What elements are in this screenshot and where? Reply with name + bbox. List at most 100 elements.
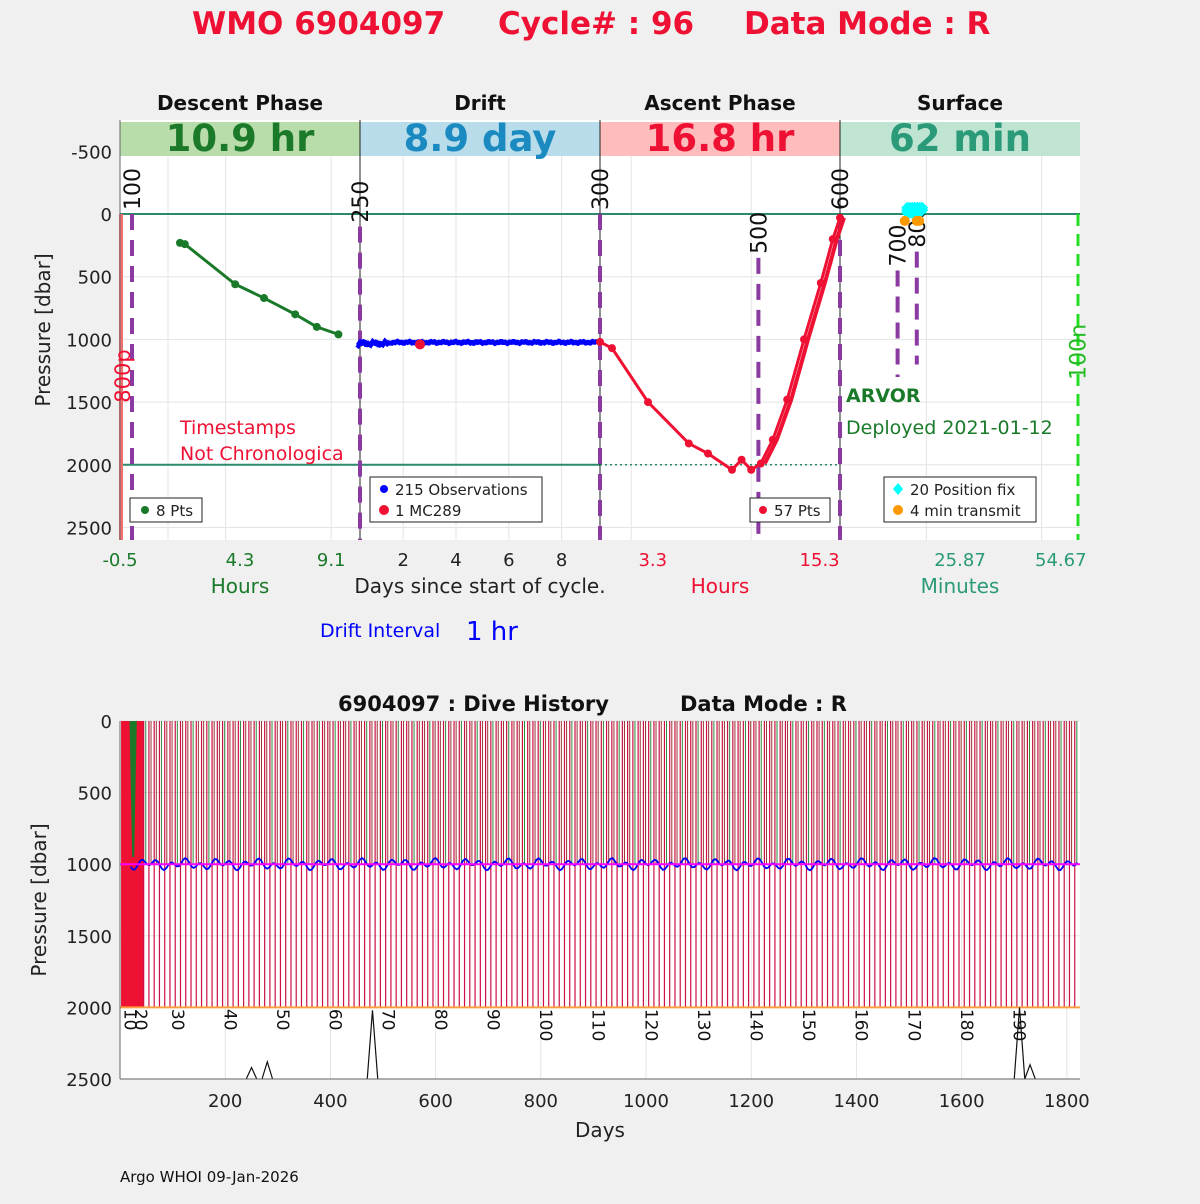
transmit-point bbox=[914, 215, 925, 226]
drift-interval-value: 1 hr bbox=[466, 617, 518, 647]
position-fix-point bbox=[913, 204, 926, 217]
grounding-spike bbox=[1024, 1062, 1036, 1080]
y-tick-label: 0 bbox=[101, 205, 112, 226]
phase-band bbox=[120, 122, 360, 156]
cycle-label: 60 bbox=[325, 1009, 345, 1031]
descent-point bbox=[312, 322, 321, 331]
cycle-label: 30 bbox=[167, 1009, 187, 1031]
cycle-label: 40 bbox=[219, 1009, 239, 1031]
legend-mc289-symbol bbox=[379, 505, 389, 515]
phase-title: Ascent Phase bbox=[644, 91, 795, 115]
legend-ascent-symbol bbox=[759, 506, 767, 514]
y-tick-label: 0 bbox=[101, 712, 112, 733]
cycle-label: 170 bbox=[903, 1009, 923, 1041]
cycle-y-axis-label: Pressure [dbar] bbox=[31, 253, 55, 406]
cycle-label: 90 bbox=[482, 1009, 502, 1031]
descent-point bbox=[291, 310, 300, 319]
title-cycle: Cycle# : 96 bbox=[498, 6, 694, 42]
grounding-spike bbox=[261, 1059, 274, 1080]
x-tick-label: 4 bbox=[450, 550, 461, 571]
descent-point bbox=[334, 330, 343, 339]
x-tick-label: 15.3 bbox=[800, 550, 840, 571]
mc289-point bbox=[415, 339, 425, 350]
phase-title: Surface bbox=[917, 91, 1003, 115]
figure-title: WMO 6904097 Cycle# : 96 Data Mode : R bbox=[192, 6, 991, 42]
ascent-line-thick bbox=[763, 217, 846, 465]
ascent-point bbox=[728, 465, 736, 474]
title-wmo: WMO 6904097 bbox=[192, 6, 445, 42]
phase-title: Drift bbox=[454, 91, 506, 115]
dive-history-title: 6904097 : Dive History bbox=[338, 692, 609, 716]
cycle-label: 180 bbox=[956, 1009, 976, 1041]
x-tick-label: 1000 bbox=[623, 1091, 669, 1112]
x-axis-label: Hours bbox=[691, 574, 750, 598]
ascent-point bbox=[756, 459, 765, 468]
phase-duration: 8.9 day bbox=[404, 117, 557, 160]
drift-line bbox=[355, 337, 598, 350]
drift-history-line bbox=[129, 856, 1079, 872]
cycle-label: 80 bbox=[430, 1009, 450, 1031]
x-tick-label: 25.87 bbox=[934, 550, 986, 571]
ascent-point bbox=[596, 337, 604, 346]
x-tick-label: 1200 bbox=[728, 1091, 774, 1112]
x-tick-label: 1800 bbox=[1044, 1091, 1090, 1112]
x-tick-label: 1400 bbox=[834, 1091, 880, 1112]
cycle-label: 130 bbox=[693, 1009, 713, 1041]
ascent-point bbox=[608, 344, 616, 353]
y-tick-label: 2000 bbox=[66, 998, 112, 1019]
y-tick-label: 2500 bbox=[66, 1070, 112, 1091]
phase-marker-label: 500 bbox=[747, 212, 772, 254]
y-tick-label: 1000 bbox=[66, 330, 112, 351]
cycle-series bbox=[176, 201, 929, 474]
x-tick-label: 200 bbox=[208, 1091, 242, 1112]
x-axis-label: Hours bbox=[211, 574, 270, 598]
transmit-point bbox=[899, 215, 910, 226]
phase-duration: 62 min bbox=[889, 117, 1031, 160]
cycle-label: 160 bbox=[851, 1009, 871, 1041]
cycle-label: 20 bbox=[130, 1009, 150, 1031]
cycle-label: 70 bbox=[377, 1009, 397, 1031]
phase-marker-label: 700 bbox=[887, 224, 912, 266]
early-descent bbox=[129, 720, 137, 858]
x-tick-label: 3.3 bbox=[638, 550, 667, 571]
dive-history-mode: Data Mode : R bbox=[680, 692, 847, 716]
dive-y-axis-label: Pressure [dbar] bbox=[27, 823, 51, 976]
grounding-spike bbox=[366, 1010, 379, 1080]
dive-x-axis-label: Days bbox=[575, 1118, 625, 1142]
title-mode: Data Mode : R bbox=[744, 6, 991, 42]
cycle-label: 190 bbox=[1009, 1009, 1029, 1041]
grounding-spike bbox=[245, 1066, 258, 1080]
phase-band bbox=[600, 122, 840, 156]
legend-descent-text: 8 Pts bbox=[156, 502, 193, 520]
legend-transmit-symbol bbox=[893, 505, 903, 515]
dive-axes: 0 500 1000 1500 2000 2500 200 400 600 800 1000 1200… bbox=[66, 712, 1090, 1112]
dive-history-chart: 6904097 : Dive History Data Mode : R 0 50… bbox=[27, 692, 1090, 1142]
legend-transmit-text: 4 min transmit bbox=[910, 502, 1021, 520]
ascent-point bbox=[644, 398, 652, 407]
phase-marker-label: 300 bbox=[589, 168, 614, 210]
float-type: ARVOR bbox=[846, 385, 921, 407]
legend-drift: 215 Observations 1 MC289 bbox=[369, 476, 543, 523]
cycle-label: 150 bbox=[798, 1009, 818, 1041]
y-tick-label: 500 bbox=[78, 268, 112, 289]
x-tick-label: 1600 bbox=[939, 1091, 985, 1112]
x-tick-label: 2 bbox=[397, 550, 408, 571]
legend-fix-text: 20 Position fix bbox=[910, 481, 1015, 499]
cycle-label: 100 bbox=[535, 1009, 555, 1041]
phase-marker-label: 600 bbox=[829, 168, 854, 210]
legend-drift-text: 215 Observations bbox=[395, 481, 528, 499]
x-tick-label: 600 bbox=[418, 1091, 452, 1112]
y-tick-label: 2000 bbox=[66, 456, 112, 477]
left-marker-label: 800p bbox=[111, 349, 135, 402]
legend-descent: 8 Pts bbox=[129, 497, 203, 523]
x-tick-label: -0.5 bbox=[102, 550, 137, 571]
timestamp-warning-line1: Timestamps bbox=[179, 417, 296, 439]
phase-duration: 16.8 hr bbox=[646, 117, 796, 160]
drift-interval-label: Drift Interval bbox=[320, 620, 440, 642]
legend-descent-symbol bbox=[141, 506, 149, 514]
cycle-label: 120 bbox=[640, 1009, 660, 1041]
x-tick-label: 6 bbox=[503, 550, 514, 571]
x-tick-label: 54.67 bbox=[1035, 550, 1087, 571]
